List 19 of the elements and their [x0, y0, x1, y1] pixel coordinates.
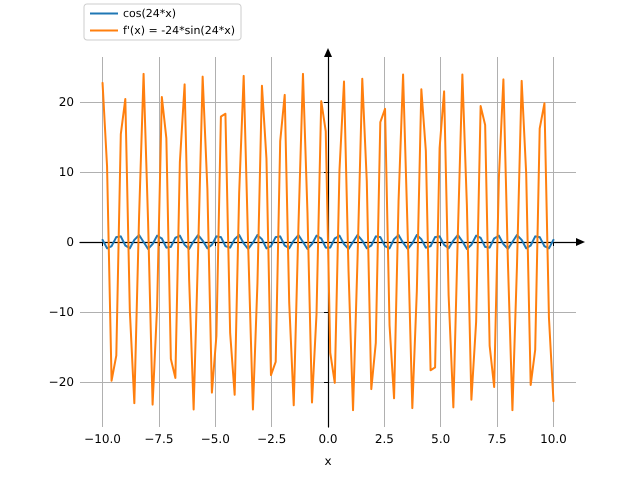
line-series	[102, 72, 554, 412]
x-tick-label: −5.0	[200, 432, 230, 446]
y-tick-label: −10	[48, 305, 74, 320]
x-tick-label: −2.5	[257, 432, 286, 446]
x-tick-label: 7.5	[488, 432, 507, 446]
y-tick-label: 0	[66, 235, 74, 249]
x-tick-label: −10.0	[84, 432, 121, 446]
x-tick-label: 2.5	[374, 432, 394, 446]
x-tick-label: 0.0	[318, 432, 338, 446]
line-series	[102, 234, 554, 250]
y-tick-label: −20	[48, 375, 74, 390]
y-tick-label: 10	[58, 164, 74, 179]
legend-label: f'(x) = -24*sin(24*x)	[123, 24, 236, 37]
y-tick-label: 20	[58, 94, 74, 109]
x-tick-label: −7.5	[144, 432, 174, 446]
legend-label: cos(24*x)	[123, 7, 176, 20]
x-tick-label: 10.0	[540, 432, 567, 446]
x-axis-title: x	[324, 454, 332, 468]
x-tick-label: 5.0	[431, 432, 450, 446]
